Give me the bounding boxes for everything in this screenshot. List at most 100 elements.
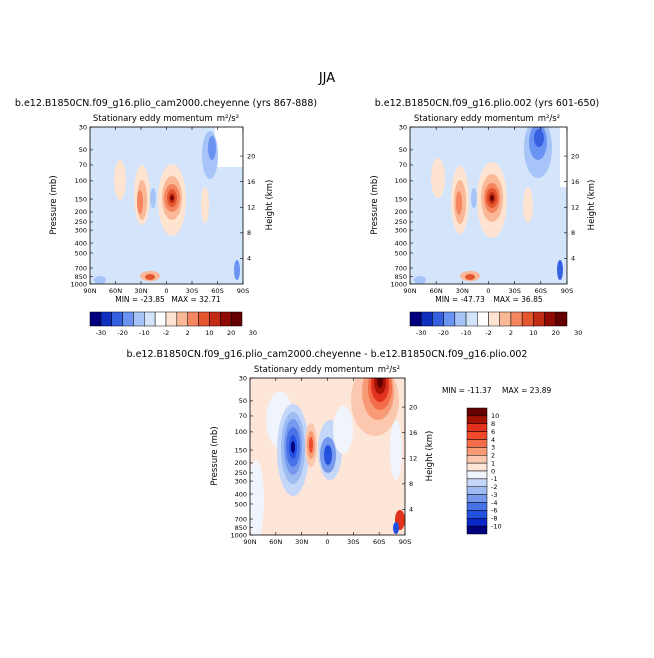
panel-2-contour bbox=[414, 276, 426, 284]
colorbar-swatch bbox=[499, 311, 512, 327]
y-tick-label: 250 bbox=[235, 469, 247, 477]
y-tick-label: 70 bbox=[79, 161, 87, 169]
x-tick-label: 90S bbox=[399, 538, 411, 546]
colorbar-label: 30 bbox=[249, 329, 257, 337]
panel-1-contour bbox=[114, 160, 126, 200]
colorbar-label: -8 bbox=[491, 515, 497, 523]
colorbar-swatch bbox=[544, 311, 557, 327]
y-right-tick-label: 12 bbox=[409, 455, 417, 463]
y-right-tick-label: 20 bbox=[409, 403, 417, 411]
y-right-tick-label: 20 bbox=[571, 152, 579, 160]
panel-3-min: MIN = -11.37 bbox=[442, 386, 492, 395]
colorbar-swatch bbox=[443, 311, 456, 327]
y-tick-label: 850 bbox=[395, 273, 407, 281]
colorbar-label: -2 bbox=[163, 329, 169, 337]
colorbar-label: 8 bbox=[491, 420, 495, 428]
panel-1-contour bbox=[170, 195, 174, 201]
colorbar-swatch bbox=[466, 462, 488, 472]
colorbar-label: 6 bbox=[491, 428, 495, 436]
panel-3-title: b.e12.B1850CN.f09_g16.plio_cam2000.cheye… bbox=[127, 349, 528, 360]
x-tick-label: 30N bbox=[456, 287, 469, 295]
y-right-tick-label: 8 bbox=[571, 229, 575, 237]
colorbar-label: 20 bbox=[227, 329, 235, 337]
colorbar-label: 3 bbox=[491, 444, 495, 452]
panel-1-contour bbox=[94, 276, 106, 284]
y-tick-label: 150 bbox=[75, 195, 87, 203]
colorbar-swatch bbox=[466, 447, 488, 456]
y-tick-label: 250 bbox=[75, 218, 87, 226]
y-tick-label: 400 bbox=[395, 239, 407, 247]
x-tick-label: 30N bbox=[295, 538, 308, 546]
panel-2-field bbox=[410, 127, 567, 284]
x-tick-label: 30S bbox=[508, 287, 520, 295]
colorbar-swatch bbox=[477, 311, 489, 327]
panel-2-contour bbox=[456, 191, 462, 215]
panel-3-ylabel: Pressure (mb) bbox=[210, 426, 220, 485]
y-tick-label: 400 bbox=[75, 239, 87, 247]
x-tick-label: 90N bbox=[243, 538, 256, 546]
colorbar-label: 10 bbox=[205, 329, 213, 337]
panel-2-contour bbox=[471, 188, 477, 208]
y-tick-label: 500 bbox=[235, 500, 247, 508]
colorbar-swatch bbox=[466, 486, 488, 495]
y-tick-label: 150 bbox=[395, 195, 407, 203]
colorbar-swatch bbox=[176, 311, 188, 327]
panel-2-ylabel-right: Height (km) bbox=[587, 180, 597, 231]
panel-1-contour bbox=[145, 274, 155, 280]
colorbar-swatch bbox=[230, 311, 243, 327]
colorbar-swatch bbox=[409, 311, 422, 327]
colorbar-swatch bbox=[198, 311, 210, 327]
panel-1-contour bbox=[137, 190, 143, 214]
y-tick-label: 100 bbox=[75, 177, 87, 185]
figure-title: JJA bbox=[318, 71, 335, 86]
panel-3-contour bbox=[390, 420, 402, 480]
y-tick-label: 1000 bbox=[390, 280, 407, 288]
x-tick-label: 60S bbox=[211, 287, 223, 295]
x-tick-label: 60N bbox=[430, 287, 443, 295]
panel-2-min: MIN = -47.73 bbox=[435, 295, 485, 304]
colorbar-swatch bbox=[466, 470, 488, 480]
colorbar-swatch bbox=[466, 415, 488, 424]
colorbar-swatch bbox=[432, 311, 444, 327]
y-right-tick-label: 16 bbox=[571, 178, 579, 186]
panel-1-min: MIN = -23.85 bbox=[115, 295, 165, 304]
x-tick-label: 0 bbox=[325, 538, 329, 546]
panel-2-neutral-region bbox=[560, 127, 567, 187]
y-right-tick-label: 4 bbox=[409, 506, 413, 514]
panel-2-axes: 90N 60N 30N 0 30S 60S 90S 30 50 70 100 150 200 250300… bbox=[390, 123, 579, 295]
y-right-tick-label: 12 bbox=[247, 204, 255, 212]
y-tick-label: 100 bbox=[395, 177, 407, 185]
panel-3-contour bbox=[393, 522, 399, 534]
panel-3-axes: 90N 60N 30N 0 30S 60S 90S 30 50 70 100 150 200 250300… bbox=[230, 374, 417, 546]
y-tick-label: 850 bbox=[75, 273, 87, 281]
colorbar-label: -20 bbox=[117, 329, 128, 337]
colorbar-swatch bbox=[466, 494, 488, 503]
y-tick-label: 500 bbox=[395, 249, 407, 257]
colorbar-panel-2: -30 -20 -10 -2 2 10 20 30 bbox=[409, 311, 582, 337]
y-tick-label: 300 bbox=[75, 226, 87, 234]
panel-3-contour bbox=[377, 378, 383, 388]
colorbar-swatch bbox=[165, 311, 178, 327]
colorbar-label: -2 bbox=[491, 483, 497, 491]
colorbar-swatch bbox=[209, 311, 221, 327]
y-right-tick-label: 4 bbox=[247, 255, 251, 263]
colorbar-label: -2 bbox=[485, 329, 491, 337]
y-tick-label: 150 bbox=[235, 446, 247, 454]
panel-3-ylabel-right: Height (km) bbox=[425, 431, 435, 482]
panel-1: b.e12.B1850CN.f09_g16.plio_cam2000.cheye… bbox=[15, 98, 317, 304]
colorbar-swatch bbox=[466, 407, 488, 417]
y-tick-label: 50 bbox=[399, 146, 407, 154]
colorbar-swatch bbox=[466, 423, 488, 432]
colorbar-swatch bbox=[488, 311, 500, 327]
colorbar-swatch bbox=[466, 478, 488, 487]
colorbar-label: 2 bbox=[491, 452, 495, 460]
y-tick-label: 1000 bbox=[230, 531, 247, 539]
colorbar-swatch bbox=[465, 311, 478, 327]
colorbar-swatch bbox=[133, 311, 145, 327]
panel-1-contour bbox=[150, 188, 156, 208]
y-right-tick-label: 20 bbox=[247, 152, 255, 160]
panel-2-contour bbox=[431, 158, 445, 198]
colorbar-label: 10 bbox=[491, 412, 499, 420]
y-tick-label: 70 bbox=[239, 412, 247, 420]
